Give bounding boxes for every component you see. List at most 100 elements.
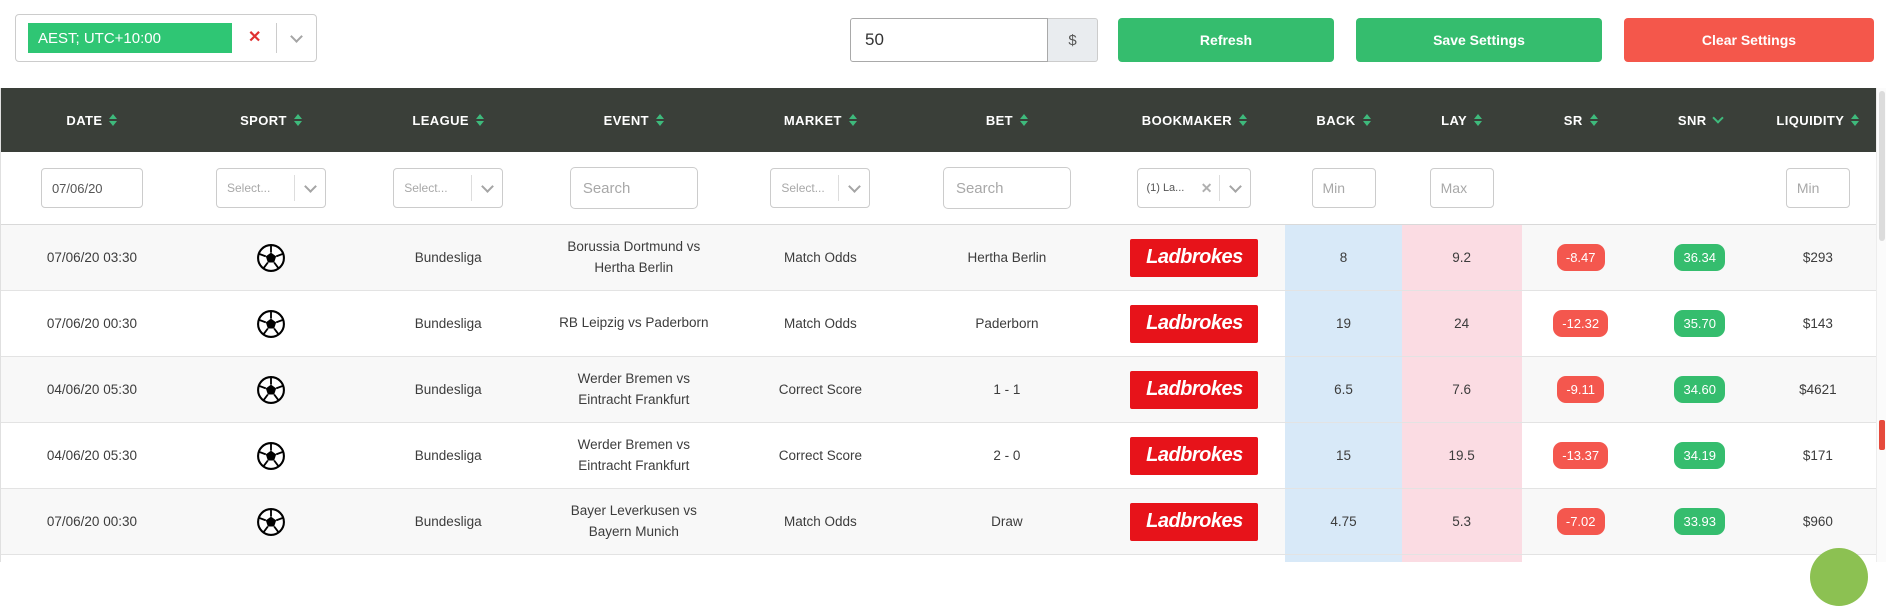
bet-search-input[interactable] [942,167,1071,209]
row-snr: 35.70 [1640,291,1760,356]
save-settings-button[interactable]: Save Settings [1356,18,1602,62]
row-date: 04/06/20 05:30 [46,382,137,397]
row-sport [183,423,359,488]
row-lay-odds: 9.2 [1401,225,1522,290]
row-date: 07/06/20 00:30 [46,514,137,529]
row-event: Werder Bremen vs Eintracht Frankfurt [537,423,730,488]
column-header-back[interactable]: BACK [1285,88,1401,152]
scrollbar-thumb[interactable] [1879,91,1885,241]
bookmaker-filter-select[interactable]: (1) La... ✕ [1137,168,1252,208]
sort-arrows-icon [1362,114,1371,126]
select-placeholder: Select... [227,181,271,195]
column-header-date[interactable]: DATE [1,88,183,152]
sort-arrows-icon [1474,114,1483,126]
lay-max-input[interactable] [1429,168,1494,208]
row-back-odds: 15 [1285,423,1402,488]
row-bet: 2 - 0 [993,448,1021,463]
row-sr: -9.11 [1522,357,1640,422]
row-lay-odds: 5.3 [1401,489,1522,554]
row-back-odds: 8 [1285,225,1402,290]
sr-badge: -8.47 [1556,244,1605,271]
soccer-ball-icon [257,507,285,536]
liquidity-min-input[interactable] [1785,168,1850,208]
sort-arrows-icon [655,114,664,126]
league-filter-select[interactable]: Select... [393,168,504,208]
back-min-input[interactable] [1311,168,1376,208]
sport-filter-select[interactable]: Select... [216,168,326,208]
column-label: LAY [1441,112,1468,128]
row-liquidity: $960 [1802,514,1833,529]
row-league: Bundesliga [414,514,482,529]
sort-arrows-icon [475,114,484,126]
sort-arrows-icon [109,114,118,126]
column-header-event[interactable]: EVENT [537,88,730,152]
row-league: Bundesliga [414,250,482,265]
row-back-odds: 4.75 [1285,489,1402,554]
row-bookmaker: Ladbrokes [1104,291,1286,356]
row-sr: -13.37 [1522,423,1640,488]
row-bet: Draw [991,514,1023,529]
chat-bubble-button[interactable] [1810,548,1868,606]
table-header-row: DATE SPORT LEAGUE EVENT MARKET BET BOOKM… [1,88,1876,152]
column-label: SNR [1677,112,1707,128]
sort-arrows-icon [1589,114,1598,126]
row-date: 07/06/20 00:30 [46,316,137,331]
row-sr: -7.02 [1522,489,1640,554]
market-filter-select[interactable]: Select... [770,168,871,208]
bookmaker-logo[interactable]: Ladbrokes [1130,502,1259,541]
chevron-down-icon [480,179,494,193]
timezone-dropdown-toggle[interactable] [277,29,316,43]
date-filter-input[interactable] [40,168,143,208]
divider [294,175,295,201]
row-lay-odds: 7.6 [1401,357,1522,422]
row-market: Correct Score [778,448,863,463]
row-sport [183,357,359,422]
sort-arrows-icon [293,114,302,126]
event-search-input[interactable] [569,167,698,209]
column-header-bookmaker[interactable]: BOOKMAKER [1104,88,1286,152]
row-snr: 34.19 [1640,423,1760,488]
timezone-clear-icon[interactable]: ✕ [248,29,262,46]
row-back-odds: 19 [1285,291,1402,356]
row-snr: 33.93 [1640,489,1760,554]
bookmaker-logo[interactable]: Ladbrokes [1130,304,1259,343]
row-lay-odds: 24 [1401,291,1522,356]
timezone-selector[interactable]: AEST; UTC+10:00 ✕ [15,14,317,62]
row-sport [183,291,359,356]
row-liquidity: $143 [1802,316,1833,331]
stake-input[interactable] [850,18,1048,62]
column-header-liquidity[interactable]: LIQUIDITY [1760,88,1876,152]
scrollbar[interactable] [1876,88,1886,562]
select-placeholder: Select... [781,181,825,195]
row-event: Werder Bremen vs Eintracht Frankfurt [537,357,730,422]
table-row[interactable]: 07/06/20 00:30 Bundesliga RB Leipzig vs … [1,291,1876,357]
bookmaker-logo[interactable]: Ladbrokes [1130,436,1259,475]
refresh-button[interactable]: Refresh [1118,18,1334,62]
row-league: Bundesliga [414,316,482,331]
column-header-sport[interactable]: SPORT [183,88,359,152]
table-row[interactable]: 04/06/20 05:30 Bundesliga Werder Bremen … [1,423,1876,489]
divider [838,175,840,201]
table-row[interactable]: 07/06/20 00:30 Bundesliga Bayer Leverkus… [1,489,1876,555]
event-text: Borussia Dortmund vs Hertha Berlin [567,239,701,275]
sort-desc-chevron-icon [1711,112,1724,124]
row-lay-odds: 19.5 [1401,423,1522,488]
column-header-market[interactable]: MARKET [730,88,910,152]
column-header-league[interactable]: LEAGUE [359,88,537,152]
bookmaker-logo[interactable]: Ladbrokes [1130,370,1259,409]
column-header-snr[interactable]: SNR [1640,88,1760,152]
clear-settings-button[interactable]: Clear Settings [1624,18,1874,62]
column-header-bet[interactable]: BET [910,88,1103,152]
column-header-sr[interactable]: SR [1522,88,1640,152]
partial-next-row [1,555,1876,562]
column-label: SR [1563,112,1583,128]
sr-badge: -12.32 [1553,310,1609,337]
bookmaker-clear-icon[interactable]: ✕ [1200,179,1213,196]
row-date: 07/06/20 03:30 [46,250,137,265]
column-header-lay[interactable]: LAY [1402,88,1522,152]
table-row[interactable]: 07/06/20 03:30 Bundesliga Borussia Dortm… [1,225,1876,291]
bookmaker-logo[interactable]: Ladbrokes [1130,238,1259,277]
table-row[interactable]: 04/06/20 05:30 Bundesliga Werder Bremen … [1,357,1876,423]
sr-badge: -9.11 [1557,376,1605,403]
table-body: 07/06/20 03:30 Bundesliga Borussia Dortm… [1,225,1876,555]
